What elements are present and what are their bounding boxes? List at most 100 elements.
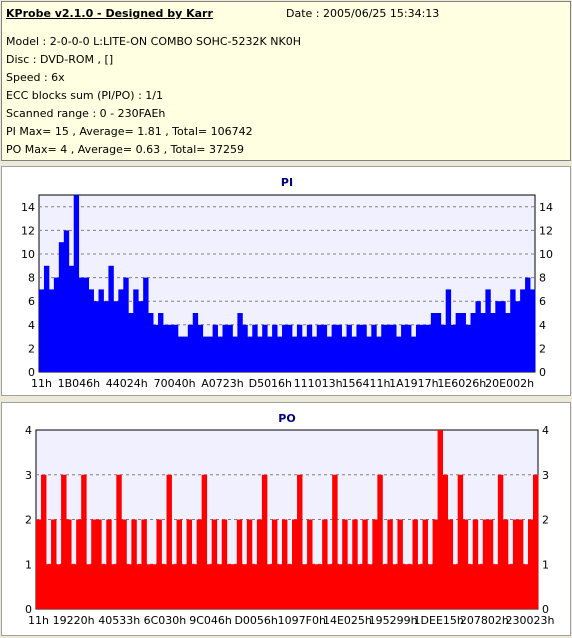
pi-ytick-left-1: 2 — [28, 342, 35, 355]
pi-bar — [381, 324, 387, 372]
po-bar — [231, 564, 238, 609]
po-bar — [347, 564, 353, 609]
pi-xtick-0: 11h — [31, 377, 52, 390]
pi-bar — [530, 289, 536, 372]
pi-bar — [187, 324, 194, 372]
po-ytick-right-3: 3 — [542, 469, 549, 482]
pi-bar — [391, 324, 397, 372]
po-bar — [126, 564, 132, 609]
po-bar — [56, 564, 62, 609]
pi-bar — [182, 336, 189, 372]
pi-ytick-left-4: 8 — [28, 272, 35, 285]
pi-bar — [510, 289, 516, 372]
po-bar — [342, 519, 348, 609]
pi-bar — [118, 289, 124, 372]
pi-bar — [296, 324, 303, 372]
pi-bar — [500, 301, 506, 372]
pi-xtick-6: 111013h — [294, 377, 343, 390]
po-bar — [362, 519, 368, 609]
pi-bar — [138, 301, 144, 372]
info-panel: KProbe v2.1.0 - Designed by Karr Date : … — [1, 1, 571, 161]
pi-bar — [53, 277, 60, 372]
pi-bar — [371, 324, 377, 372]
po-bar — [302, 564, 308, 609]
po-bar — [276, 564, 283, 609]
po-bar — [161, 564, 167, 609]
po-bar — [191, 564, 198, 609]
pi-bar — [515, 301, 521, 372]
model-line: Model : 2-0-0-0 L:LITE-ON COMBO SOHC-523… — [6, 35, 301, 48]
pi-chart: PI 0 0 2 2 4 4 6 6 8 8 10 10 12 12 14 14 11h 1B046h 44024h 7… — [21, 176, 553, 390]
po-bar — [106, 519, 112, 609]
pi-bar — [336, 324, 342, 372]
po-bar — [387, 519, 393, 609]
po-bar — [156, 519, 162, 609]
po-bar — [196, 519, 203, 609]
po-bar — [221, 519, 228, 609]
pi-bar — [133, 289, 139, 372]
pi-bar — [301, 336, 308, 372]
pi-bar — [217, 336, 223, 372]
po-bar — [86, 564, 92, 609]
po-bar — [141, 519, 147, 609]
pi-bar — [202, 336, 209, 372]
pi-bar — [257, 336, 263, 372]
po-bar — [432, 519, 438, 609]
pi-bar — [282, 324, 288, 372]
po-bar — [91, 519, 97, 609]
pi-bar — [148, 313, 154, 372]
pi-bar — [470, 313, 476, 372]
pi-bar — [425, 324, 432, 372]
pi-bar — [63, 230, 70, 372]
pi-bar — [93, 301, 99, 372]
pi-bar — [420, 324, 427, 372]
po-bar — [206, 564, 213, 609]
pi-bar — [113, 301, 119, 372]
po-xtick-1: 19220h — [53, 614, 95, 627]
pi-bar — [306, 324, 313, 372]
po-bar — [407, 564, 413, 609]
po-bar — [507, 564, 514, 609]
po-bar — [171, 564, 177, 609]
po-bar — [322, 519, 328, 609]
po-bar — [452, 564, 459, 609]
po-bar — [402, 564, 408, 609]
po-bar — [317, 564, 323, 609]
pi-bar — [475, 301, 481, 372]
po-bar — [532, 474, 539, 609]
po-bar — [482, 519, 489, 609]
pi-bar — [88, 289, 94, 372]
po-bar — [427, 564, 433, 609]
pi-bar — [386, 324, 392, 372]
po-bar — [307, 519, 313, 609]
pi-ytick-left-0: 0 — [28, 366, 35, 379]
pi-bar — [39, 289, 45, 372]
pi-xtick-9: 1E6026h — [437, 377, 486, 390]
po-bar — [66, 519, 72, 609]
po-chart-panel: PO 0 0 1 1 2 2 3 3 4 4 11h 19220h 40533h 6C030h 9C046h D… — [1, 402, 571, 636]
po-bar — [367, 564, 373, 609]
pi-bar — [103, 301, 109, 372]
po-bar — [81, 474, 87, 609]
pi-bar — [430, 313, 437, 372]
disc-line: Disc : DVD-ROM , [] — [6, 53, 114, 66]
pi-xtick-10: 20E002h — [485, 377, 534, 390]
po-xtick-9: 1DEE15h — [414, 614, 464, 627]
pi-bar — [78, 277, 85, 372]
po-bar — [522, 564, 529, 609]
po-bar — [312, 564, 318, 609]
pi-bar — [440, 324, 447, 372]
app-title: KProbe v2.1.0 - Designed by Karr — [6, 7, 213, 20]
pi-bar — [316, 324, 323, 372]
pi-bar — [237, 313, 243, 372]
po-chart-title: PO — [278, 412, 295, 425]
po-bar — [352, 519, 358, 609]
po-xtick-4: 9C046h — [189, 614, 232, 627]
po-bar — [211, 519, 218, 609]
pi-bar — [287, 324, 293, 372]
po-bar — [397, 519, 403, 609]
pi-bar — [197, 324, 204, 372]
pi-ytick-right-0: 0 — [539, 366, 546, 379]
pi-bar — [435, 313, 442, 372]
po-xtick-8: 195299h — [369, 614, 418, 627]
